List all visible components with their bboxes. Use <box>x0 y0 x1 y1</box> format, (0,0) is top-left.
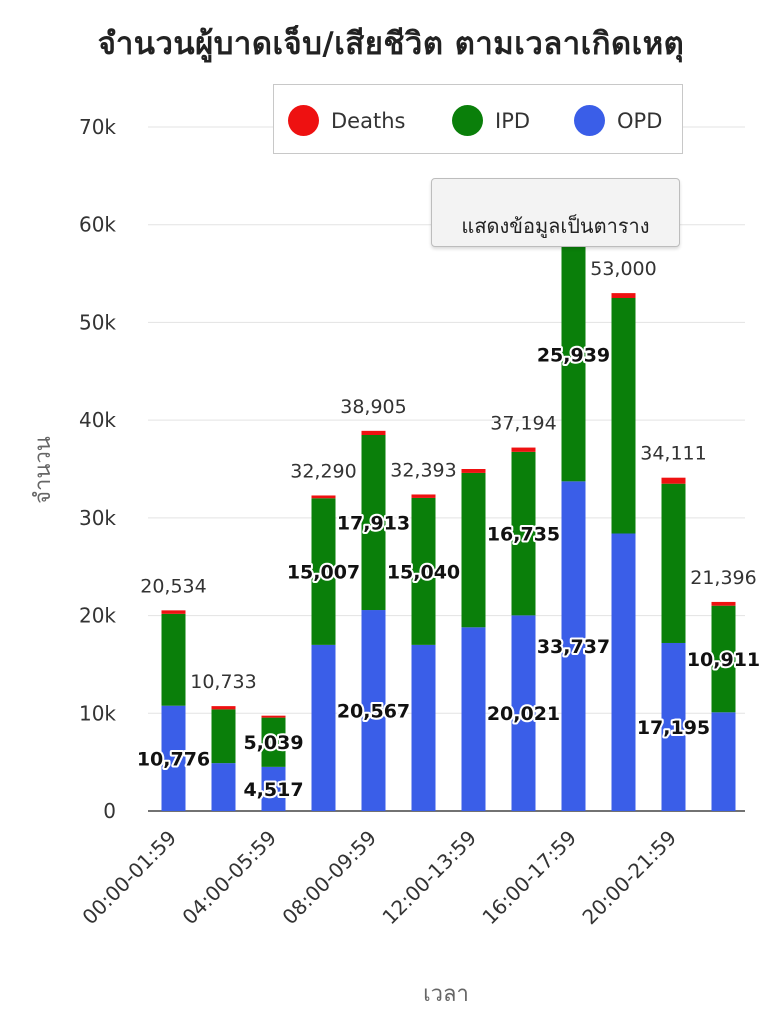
bar-opd[interactable] <box>411 644 436 811</box>
legend-label-opd: OPD <box>617 108 663 133</box>
bar-ipd[interactable] <box>261 717 286 767</box>
bar-ipd[interactable] <box>161 613 186 706</box>
ipd-data-label: 16,735 <box>487 524 560 546</box>
legend-label-deaths: Deaths <box>331 108 406 133</box>
bar-opd[interactable] <box>161 705 186 811</box>
bar-deaths[interactable] <box>311 495 336 499</box>
ipd-data-label: 5,039 <box>243 732 303 754</box>
bar-opd[interactable] <box>261 766 286 811</box>
bar-deaths[interactable] <box>711 601 736 606</box>
legend-item-deaths[interactable]: Deaths <box>288 105 405 136</box>
opd-data-label: 4,517 <box>243 779 303 801</box>
opd-data-label: 33,737 <box>537 636 610 658</box>
bar-ipd[interactable] <box>461 472 486 628</box>
bar-opd[interactable] <box>611 533 636 811</box>
show-table-button-label: แสดงข้อมูลเป็นตาราง <box>461 213 650 238</box>
x-tick-label: 20:00-21:59 <box>577 826 681 930</box>
bar-ipd[interactable] <box>211 709 236 764</box>
bar-ipd[interactable] <box>611 298 636 534</box>
total-data-label: 53,000 <box>590 258 656 280</box>
x-tick-label: 04:00-05:59 <box>177 826 281 930</box>
legend-item-opd[interactable]: OPD <box>574 105 662 136</box>
bar-opd[interactable] <box>361 610 386 811</box>
bar-ipd[interactable] <box>561 227 586 482</box>
opd-data-label: 10,776 <box>137 748 210 770</box>
bar-deaths[interactable] <box>661 477 686 484</box>
total-data-label: 38,905 <box>340 396 406 418</box>
bar-opd[interactable] <box>661 642 686 811</box>
y-tick-label: 20k <box>79 604 116 628</box>
bar-deaths[interactable] <box>161 610 186 614</box>
opd-data-label: 20,021 <box>487 703 560 725</box>
bar-deaths[interactable] <box>261 715 286 718</box>
total-data-label: 32,393 <box>390 459 456 481</box>
total-data-label: 34,111 <box>640 443 706 465</box>
bar-opd[interactable] <box>561 481 586 811</box>
y-tick-label: 0 <box>103 799 116 823</box>
y-tick-label: 10k <box>79 701 116 725</box>
show-table-button[interactable]: แสดงข้อมูลเป็นตาราง <box>431 178 680 247</box>
total-data-label: 21,396 <box>690 567 756 589</box>
bar-opd[interactable] <box>461 627 486 811</box>
x-axis-title: เวลา <box>423 982 469 1007</box>
bar-opd[interactable] <box>211 763 236 811</box>
ipd-data-label: 15,040 <box>387 561 460 583</box>
bar-ipd[interactable] <box>311 498 336 645</box>
y-tick-label: 50k <box>79 310 116 334</box>
legend-swatch-opd <box>574 105 605 136</box>
ipd-data-label: 17,913 <box>337 513 410 535</box>
bar-deaths[interactable] <box>211 706 236 710</box>
total-data-label: 37,194 <box>490 413 556 435</box>
legend-label-ipd: IPD <box>495 108 531 133</box>
bar-ipd[interactable] <box>511 451 536 616</box>
bar-ipd[interactable] <box>411 497 436 645</box>
ipd-data-label: 10,911 <box>687 649 760 671</box>
bar-ipd[interactable] <box>711 605 736 713</box>
y-tick-label: 60k <box>79 213 116 237</box>
bar-ipd[interactable] <box>661 483 686 643</box>
ipd-data-label: 25,939 <box>537 345 610 367</box>
x-tick-label: 12:00-13:59 <box>377 826 481 930</box>
bar-deaths[interactable] <box>361 430 386 435</box>
bar-opd[interactable] <box>511 615 536 811</box>
y-tick-label: 30k <box>79 506 116 530</box>
chart-title: จำนวนผู้บาดเจ็บ/เสียชีวิต ตามเวลาเกิดเหต… <box>97 26 685 62</box>
legend-swatch-deaths <box>288 105 319 136</box>
legend-item-ipd[interactable]: IPD <box>452 105 530 136</box>
bar-deaths[interactable] <box>611 293 636 298</box>
bar-ipd[interactable] <box>361 434 386 611</box>
opd-data-label: 17,195 <box>637 717 710 739</box>
opd-data-label: 20,567 <box>337 701 410 723</box>
ipd-data-label: 15,007 <box>287 562 360 584</box>
total-data-label: 20,534 <box>140 575 206 597</box>
bar-deaths[interactable] <box>461 469 486 473</box>
bar-deaths[interactable] <box>411 494 436 498</box>
y-axis-title: จำนวน <box>31 436 56 504</box>
x-tick-label: 16:00-17:59 <box>477 826 581 930</box>
chart-legend: Deaths IPD OPD <box>273 84 683 154</box>
y-tick-label: 70k <box>79 115 116 139</box>
bar-opd[interactable] <box>311 644 336 811</box>
x-tick-label: 08:00-09:59 <box>277 826 381 930</box>
legend-swatch-ipd <box>452 105 483 136</box>
bar-deaths[interactable] <box>511 447 536 452</box>
y-tick-label: 40k <box>79 408 116 432</box>
bar-opd[interactable] <box>711 712 736 811</box>
total-data-label: 10,733 <box>190 671 256 693</box>
total-data-label: 32,290 <box>290 460 356 482</box>
x-tick-label: 00:00-01:59 <box>77 826 181 930</box>
